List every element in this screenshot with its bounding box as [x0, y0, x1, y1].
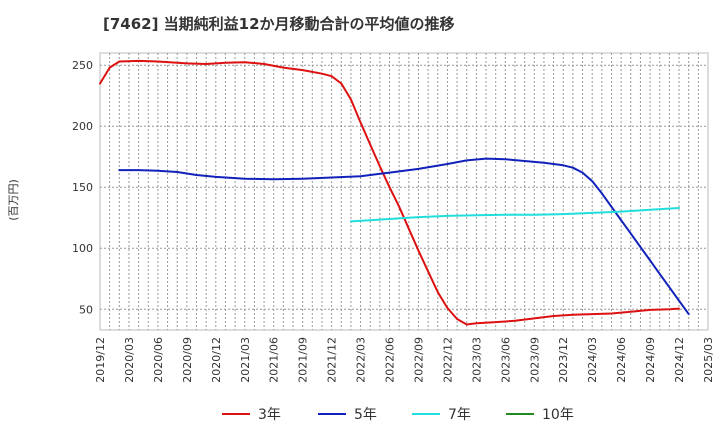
- legend-label-3年: 3年: [258, 407, 281, 423]
- series-line-3年: [99, 59, 680, 326]
- x-tick-label: 2020/03: [123, 337, 136, 383]
- x-tick-label: 2021/09: [297, 337, 310, 383]
- x-tick-label: 2023/03: [470, 337, 483, 383]
- x-tick-label: 2023/06: [499, 337, 512, 383]
- horizontal-gridlines: [100, 64, 708, 310]
- legend-label-7年: 7年: [448, 407, 471, 423]
- y-tick-label: 100: [72, 242, 93, 255]
- x-tick-label: 2020/09: [181, 337, 194, 383]
- plot-area: [99, 52, 709, 331]
- x-axis-ticks: 2019/12 2020/03 2020/06 2020/09 2020/12 2021/…: [94, 337, 715, 383]
- series-line-5年: [118, 157, 690, 316]
- x-tick-label: 2022/03: [355, 337, 368, 383]
- x-tick-label: 2022/09: [412, 337, 425, 383]
- x-tick-label: 2022/06: [384, 337, 397, 383]
- x-tick-label: 2021/03: [239, 337, 252, 383]
- y-tick-label: 50: [79, 303, 93, 316]
- x-tick-label: 2020/12: [210, 337, 223, 383]
- x-tick-label: 2025/03: [702, 337, 715, 383]
- x-tick-label: 2021/06: [268, 337, 281, 383]
- x-tick-label: 2022/12: [441, 337, 454, 383]
- chart-title: [7462] 当期純利益12か月移動合計の平均値の推移: [103, 15, 455, 33]
- legend: 3年 5年 7年 10年: [222, 407, 574, 423]
- x-tick-label: 2024/12: [673, 337, 686, 383]
- x-tick-label: 2024/06: [615, 337, 628, 383]
- series-line-7年: [349, 207, 680, 223]
- x-tick-label: 2020/06: [152, 337, 165, 383]
- x-tick-label: 2023/12: [557, 337, 570, 383]
- y-tick-label: 150: [72, 181, 93, 194]
- x-tick-label: 2019/12: [94, 337, 107, 383]
- y-tick-label: 250: [72, 59, 93, 72]
- x-tick-label: 2023/09: [528, 337, 541, 383]
- y-axis-ticks: 50 100 150 200 250: [72, 59, 93, 316]
- y-tick-label: 200: [72, 120, 93, 133]
- legend-label-5年: 5年: [354, 407, 377, 423]
- x-tick-label: 2024/09: [644, 337, 657, 383]
- y-axis-label: (百万円): [7, 179, 20, 221]
- legend-label-10年: 10年: [542, 407, 574, 423]
- x-tick-label: 2024/03: [586, 337, 599, 383]
- x-tick-label: 2021/12: [326, 337, 339, 383]
- series-lines: [99, 59, 690, 326]
